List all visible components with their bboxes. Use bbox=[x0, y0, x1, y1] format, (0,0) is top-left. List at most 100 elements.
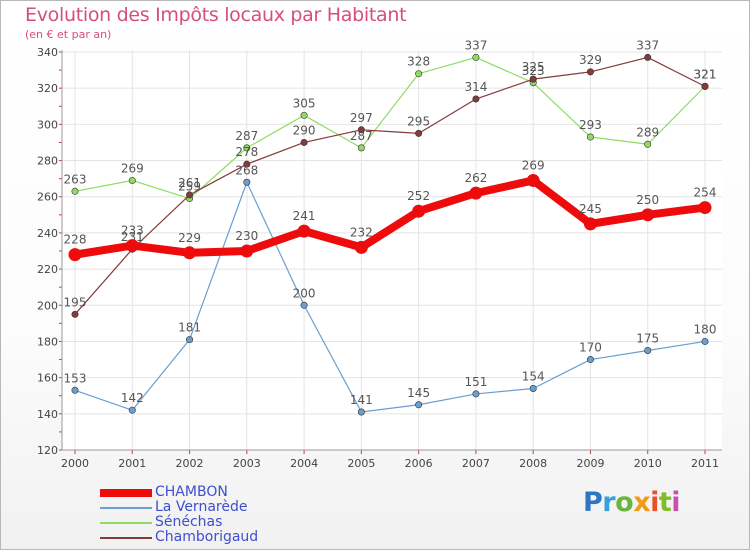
data-point-chambon bbox=[469, 186, 483, 200]
data-label-chamborigaud: 278 bbox=[235, 145, 258, 159]
data-label-chambon: 252 bbox=[407, 189, 430, 203]
data-point-chamborigaud bbox=[71, 310, 79, 318]
x-tick-label: 2000 bbox=[61, 457, 89, 470]
data-label-la-vernarede: 154 bbox=[522, 369, 545, 383]
data-point-chambon bbox=[125, 239, 139, 253]
data-label-chamborigaud: 261 bbox=[178, 176, 201, 190]
legend-label: La Vernarède bbox=[155, 499, 248, 515]
data-label-senechas: 321 bbox=[694, 67, 717, 81]
data-point-chamborigaud bbox=[529, 75, 537, 83]
data-point-chambon bbox=[412, 204, 426, 218]
data-label-chamborigaud: 321 bbox=[694, 67, 717, 81]
data-point-la-vernarede bbox=[71, 386, 79, 394]
chart-title: Evolution des Impôts locaux par Habitant bbox=[25, 4, 407, 26]
data-label-chamborigaud: 314 bbox=[464, 80, 487, 94]
data-point-chamborigaud bbox=[644, 53, 652, 61]
data-point-la-vernarede bbox=[415, 401, 423, 409]
data-label-la-vernarede: 142 bbox=[121, 391, 144, 405]
data-label-senechas: 305 bbox=[293, 96, 316, 110]
y-tick-label: 200 bbox=[37, 299, 58, 312]
chart-subtitle: (en € et par an) bbox=[25, 28, 112, 41]
y-tick-label: 180 bbox=[37, 335, 58, 348]
data-label-chambon: 269 bbox=[522, 158, 545, 172]
y-tick-label: 280 bbox=[37, 155, 58, 168]
y-tick-label: 300 bbox=[37, 118, 58, 131]
data-label-la-vernarede: 151 bbox=[464, 375, 487, 389]
data-point-la-vernarede bbox=[586, 356, 594, 364]
x-tick-label: 2007 bbox=[462, 457, 490, 470]
data-point-la-vernarede bbox=[243, 178, 251, 186]
proxiti-logo: Proxiti bbox=[583, 487, 681, 518]
data-label-senechas: 259 bbox=[178, 180, 201, 194]
series-line-chamborigaud bbox=[74, 56, 706, 315]
legend-swatch bbox=[100, 489, 152, 497]
y-tick-label: 120 bbox=[37, 444, 58, 457]
data-label-chambon: 241 bbox=[293, 209, 316, 223]
x-tick-label: 2004 bbox=[290, 457, 318, 470]
data-point-senechas bbox=[71, 187, 79, 195]
series-line-la-vernarede bbox=[74, 181, 706, 413]
x-tick-label: 2011 bbox=[691, 457, 719, 470]
data-label-chambon: 254 bbox=[694, 186, 717, 200]
data-label-chamborigaud: 297 bbox=[350, 111, 373, 125]
data-point-senechas bbox=[357, 144, 365, 152]
data-point-chamborigaud bbox=[701, 82, 709, 90]
data-label-chamborigaud: 295 bbox=[407, 114, 430, 128]
data-point-chambon bbox=[641, 208, 655, 222]
data-label-la-vernarede: 200 bbox=[293, 286, 316, 300]
data-point-la-vernarede bbox=[186, 336, 194, 344]
series-line-senechas bbox=[74, 56, 706, 200]
data-point-chambon bbox=[526, 173, 540, 187]
legend-label: Chamborigaud bbox=[155, 529, 259, 545]
data-label-senechas: 287 bbox=[235, 129, 258, 143]
data-point-la-vernarede bbox=[529, 384, 537, 392]
data-label-la-vernarede: 145 bbox=[407, 386, 430, 400]
y-tick-label: 220 bbox=[37, 263, 58, 276]
data-label-chambon: 230 bbox=[235, 229, 258, 243]
x-tick-label: 2010 bbox=[634, 457, 662, 470]
data-point-chamborigaud bbox=[300, 138, 308, 146]
x-tick-label: 2008 bbox=[519, 457, 547, 470]
data-point-chambon bbox=[68, 248, 82, 262]
data-point-senechas bbox=[128, 176, 136, 184]
data-label-chamborigaud: 195 bbox=[64, 295, 87, 309]
data-label-chambon: 229 bbox=[178, 231, 201, 245]
data-label-chamborigaud: 290 bbox=[293, 123, 316, 137]
series-line-chambon bbox=[71, 176, 709, 259]
y-tick-label: 240 bbox=[37, 227, 58, 240]
data-point-chambon bbox=[240, 244, 254, 258]
data-label-la-vernarede: 175 bbox=[636, 332, 659, 346]
data-label-la-vernarede: 153 bbox=[64, 371, 87, 385]
data-label-la-vernarede: 141 bbox=[350, 393, 373, 407]
data-point-chamborigaud bbox=[472, 95, 480, 103]
data-point-chambon bbox=[354, 240, 368, 254]
data-label-chambon: 228 bbox=[64, 233, 87, 247]
x-tick-label: 2003 bbox=[233, 457, 261, 470]
y-tick-label: 340 bbox=[37, 46, 58, 59]
data-label-senechas: 289 bbox=[636, 125, 659, 139]
data-label-senechas: 287 bbox=[350, 129, 373, 143]
legend-item-la-vernarede: La Vernarède bbox=[100, 499, 360, 515]
data-point-senechas bbox=[415, 70, 423, 78]
data-point-chambon bbox=[583, 217, 597, 231]
data-label-senechas: 269 bbox=[121, 161, 144, 175]
data-point-la-vernarede bbox=[472, 390, 480, 398]
legend-swatch bbox=[100, 522, 152, 524]
data-point-chamborigaud bbox=[415, 129, 423, 137]
data-point-chambon bbox=[183, 246, 197, 260]
data-label-chamborigaud: 325 bbox=[522, 60, 545, 74]
data-point-senechas bbox=[644, 140, 652, 148]
data-label-senechas: 263 bbox=[64, 172, 87, 186]
data-point-senechas bbox=[586, 133, 594, 141]
data-label-senechas: 337 bbox=[464, 38, 487, 52]
data-label-chambon: 262 bbox=[464, 171, 487, 185]
data-label-chambon: 245 bbox=[579, 202, 602, 216]
data-label-la-vernarede: 180 bbox=[694, 322, 717, 336]
y-tick-label: 140 bbox=[37, 408, 58, 421]
data-point-la-vernarede bbox=[300, 301, 308, 309]
data-point-chamborigaud bbox=[186, 191, 194, 199]
data-point-la-vernarede bbox=[644, 346, 652, 354]
data-point-la-vernarede bbox=[357, 408, 365, 416]
data-point-la-vernarede bbox=[128, 406, 136, 414]
x-tick-label: 2001 bbox=[118, 457, 146, 470]
